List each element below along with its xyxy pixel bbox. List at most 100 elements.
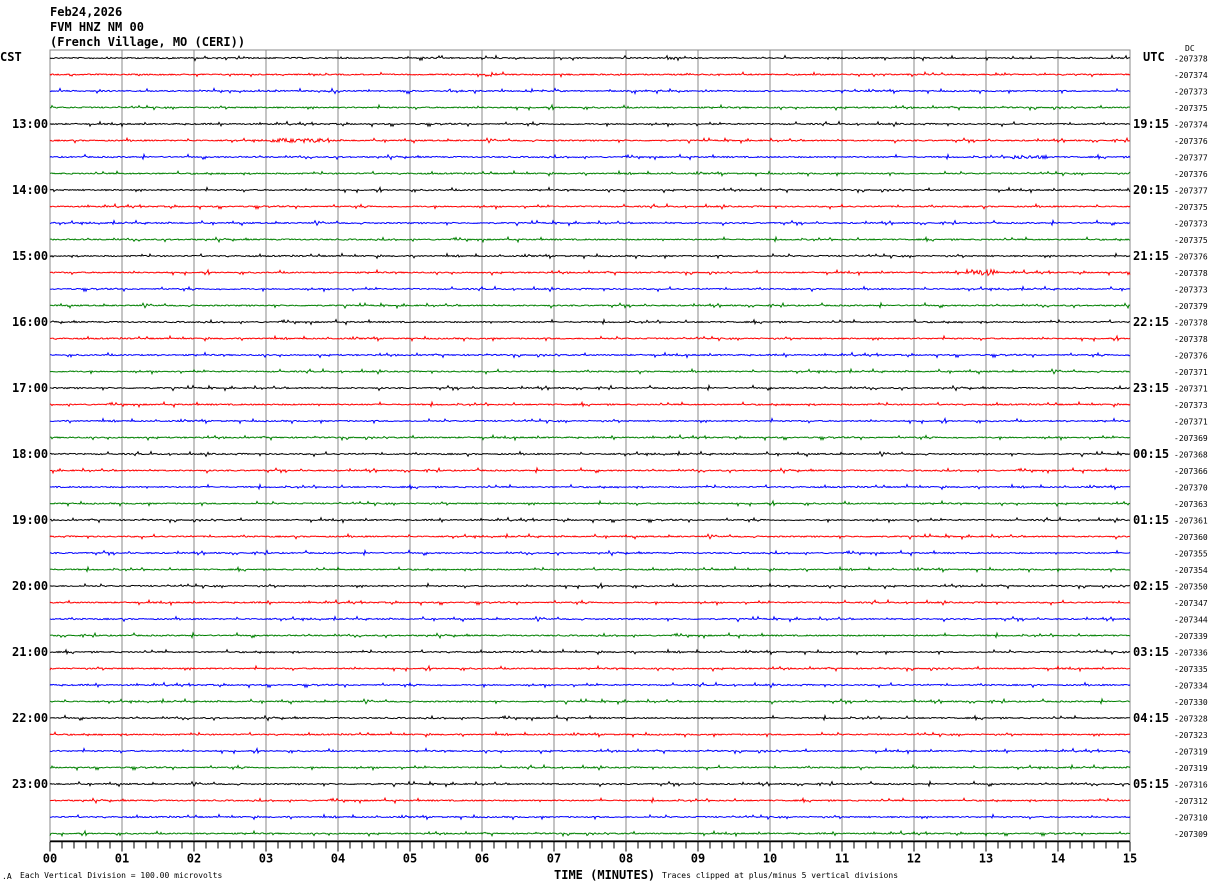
dc-offset-label: -207376 xyxy=(1174,253,1208,262)
title-location: (French Village, MO (CERI)) xyxy=(50,35,245,49)
trace-row-46 xyxy=(49,813,1131,821)
x-tick-label: 08 xyxy=(619,852,633,866)
trace-row-2 xyxy=(49,87,1131,95)
cst-hour-label: 19:00 xyxy=(12,513,48,527)
dc-offset-label: -207373 xyxy=(1174,220,1208,229)
trace-row-42 xyxy=(49,747,1131,755)
trace-row-3 xyxy=(50,103,1130,112)
cst-hour-label: 15:00 xyxy=(12,249,48,263)
trace-row-31 xyxy=(49,565,1131,574)
trace-row-6 xyxy=(49,152,1131,161)
x-tick-label: 05 xyxy=(403,852,417,866)
cst-hour-label: 21:00 xyxy=(12,645,48,659)
trace-row-13 xyxy=(49,267,1131,277)
dc-offset-label: -207379 xyxy=(1174,302,1208,311)
trace-row-10 xyxy=(49,218,1131,227)
trace-row-0 xyxy=(49,54,1130,62)
trace-row-41 xyxy=(49,730,1131,739)
cst-hour-label: 17:00 xyxy=(12,381,48,395)
dc-offset-label: -207375 xyxy=(1174,236,1208,245)
cst-hour-label: 23:00 xyxy=(12,777,48,791)
trace-row-27 xyxy=(49,499,1131,508)
utc-hour-label: 22:15 xyxy=(1133,315,1169,329)
dc-offset-label: -207366 xyxy=(1174,467,1208,476)
dc-offset-label: -207376 xyxy=(1174,352,1208,361)
cst-hour-label: 22:00 xyxy=(12,711,48,725)
trace-row-28 xyxy=(49,516,1131,524)
x-axis: 00 01 02 03 04 05 06 07 08 09 10 11 12 13 14 15 xyxy=(43,840,1137,866)
dc-offset-label: -207319 xyxy=(1174,748,1208,757)
trace-row-12 xyxy=(49,252,1131,260)
trace-row-25 xyxy=(50,466,1131,475)
x-tick-label: 12 xyxy=(907,852,921,866)
trace-row-37 xyxy=(49,664,1131,673)
trace-row-23 xyxy=(50,433,1131,442)
cst-hour-label: 14:00 xyxy=(12,183,48,197)
dc-offset-label: -207355 xyxy=(1174,550,1208,559)
utc-hour-label: 01:15 xyxy=(1133,513,1169,527)
x-tick-label: 10 xyxy=(763,852,777,866)
dc-offset-label: -207369 xyxy=(1174,434,1208,443)
x-tick-label: 02 xyxy=(187,852,201,866)
trace-row-18 xyxy=(49,351,1131,359)
dc-offset-label: -207377 xyxy=(1174,154,1208,163)
dc-offset-label: -207370 xyxy=(1174,484,1208,493)
dc-offset-label: -207374 xyxy=(1174,121,1208,130)
dc-offset-label: -207336 xyxy=(1174,649,1208,658)
trace-row-47 xyxy=(49,829,1131,838)
dc-offset-label: -207378 xyxy=(1174,335,1208,344)
trace-row-4 xyxy=(49,120,1131,128)
dc-offset-label: -207316 xyxy=(1174,781,1208,790)
utc-hour-label: 21:15 xyxy=(1133,249,1169,263)
dc-offset-label: -207377 xyxy=(1174,187,1208,196)
trace-row-21 xyxy=(49,400,1131,409)
dc-offset-label: -207361 xyxy=(1174,517,1208,526)
trace-row-14 xyxy=(49,285,1131,293)
trace-row-5 xyxy=(49,136,1131,145)
cst-hour-label: 18:00 xyxy=(12,447,48,461)
x-tick-label: 00 xyxy=(43,852,57,866)
dc-offset-label: -207310 xyxy=(1174,814,1208,823)
cst-hour-label: 13:00 xyxy=(12,117,48,131)
dc-label: DC xyxy=(1185,44,1195,53)
dc-offset-label: -207378 xyxy=(1174,55,1208,64)
trace-row-40 xyxy=(49,713,1131,722)
x-tick-label: 01 xyxy=(115,852,129,866)
dc-offset-label: -207347 xyxy=(1174,599,1208,608)
dc-offset-label: -207360 xyxy=(1174,533,1208,542)
x-tick-label: 03 xyxy=(259,852,273,866)
x-tick-label: 09 xyxy=(691,852,705,866)
footer-scale: Each Vertical Division = 100.00 microvol… xyxy=(20,871,222,880)
trace-row-29 xyxy=(49,532,1130,541)
trace-row-24 xyxy=(49,450,1131,458)
utc-hour-label: 03:15 xyxy=(1133,645,1169,659)
dc-offset-label: -207373 xyxy=(1174,88,1208,97)
right-axis-label: UTC xyxy=(1143,50,1165,64)
dc-offset-label: -207330 xyxy=(1174,698,1208,707)
dc-offset-label: -207344 xyxy=(1174,616,1208,625)
trace-row-7 xyxy=(50,169,1131,178)
cst-hour-label: 16:00 xyxy=(12,315,48,329)
trace-row-38 xyxy=(49,681,1131,689)
plot-frame xyxy=(49,49,1131,841)
dc-offset-label: -207328 xyxy=(1174,715,1208,724)
x-tick-label: 14 xyxy=(1051,852,1065,866)
x-tick-label: 11 xyxy=(835,852,849,866)
trace-row-43 xyxy=(49,763,1131,772)
trace-row-35 xyxy=(49,631,1131,640)
trace-row-32 xyxy=(49,582,1131,590)
x-tick-label: 06 xyxy=(475,852,489,866)
row-labels: -207378 -207374 -207373 -207375 -207374 13:00… xyxy=(12,55,1208,840)
dc-offset-label: -207373 xyxy=(1174,401,1208,410)
trace-row-17 xyxy=(50,334,1131,343)
trace-row-9 xyxy=(49,202,1131,211)
title-date: Feb24,2026 xyxy=(50,5,122,19)
traces xyxy=(49,54,1131,838)
dc-offset-label: -207371 xyxy=(1174,368,1208,377)
logo-mark: .A xyxy=(2,872,12,881)
x-axis-label: TIME (MINUTES) xyxy=(554,868,655,882)
trace-row-44 xyxy=(49,779,1131,788)
trace-row-16 xyxy=(49,317,1131,326)
dc-offset-label: -207373 xyxy=(1174,286,1208,295)
